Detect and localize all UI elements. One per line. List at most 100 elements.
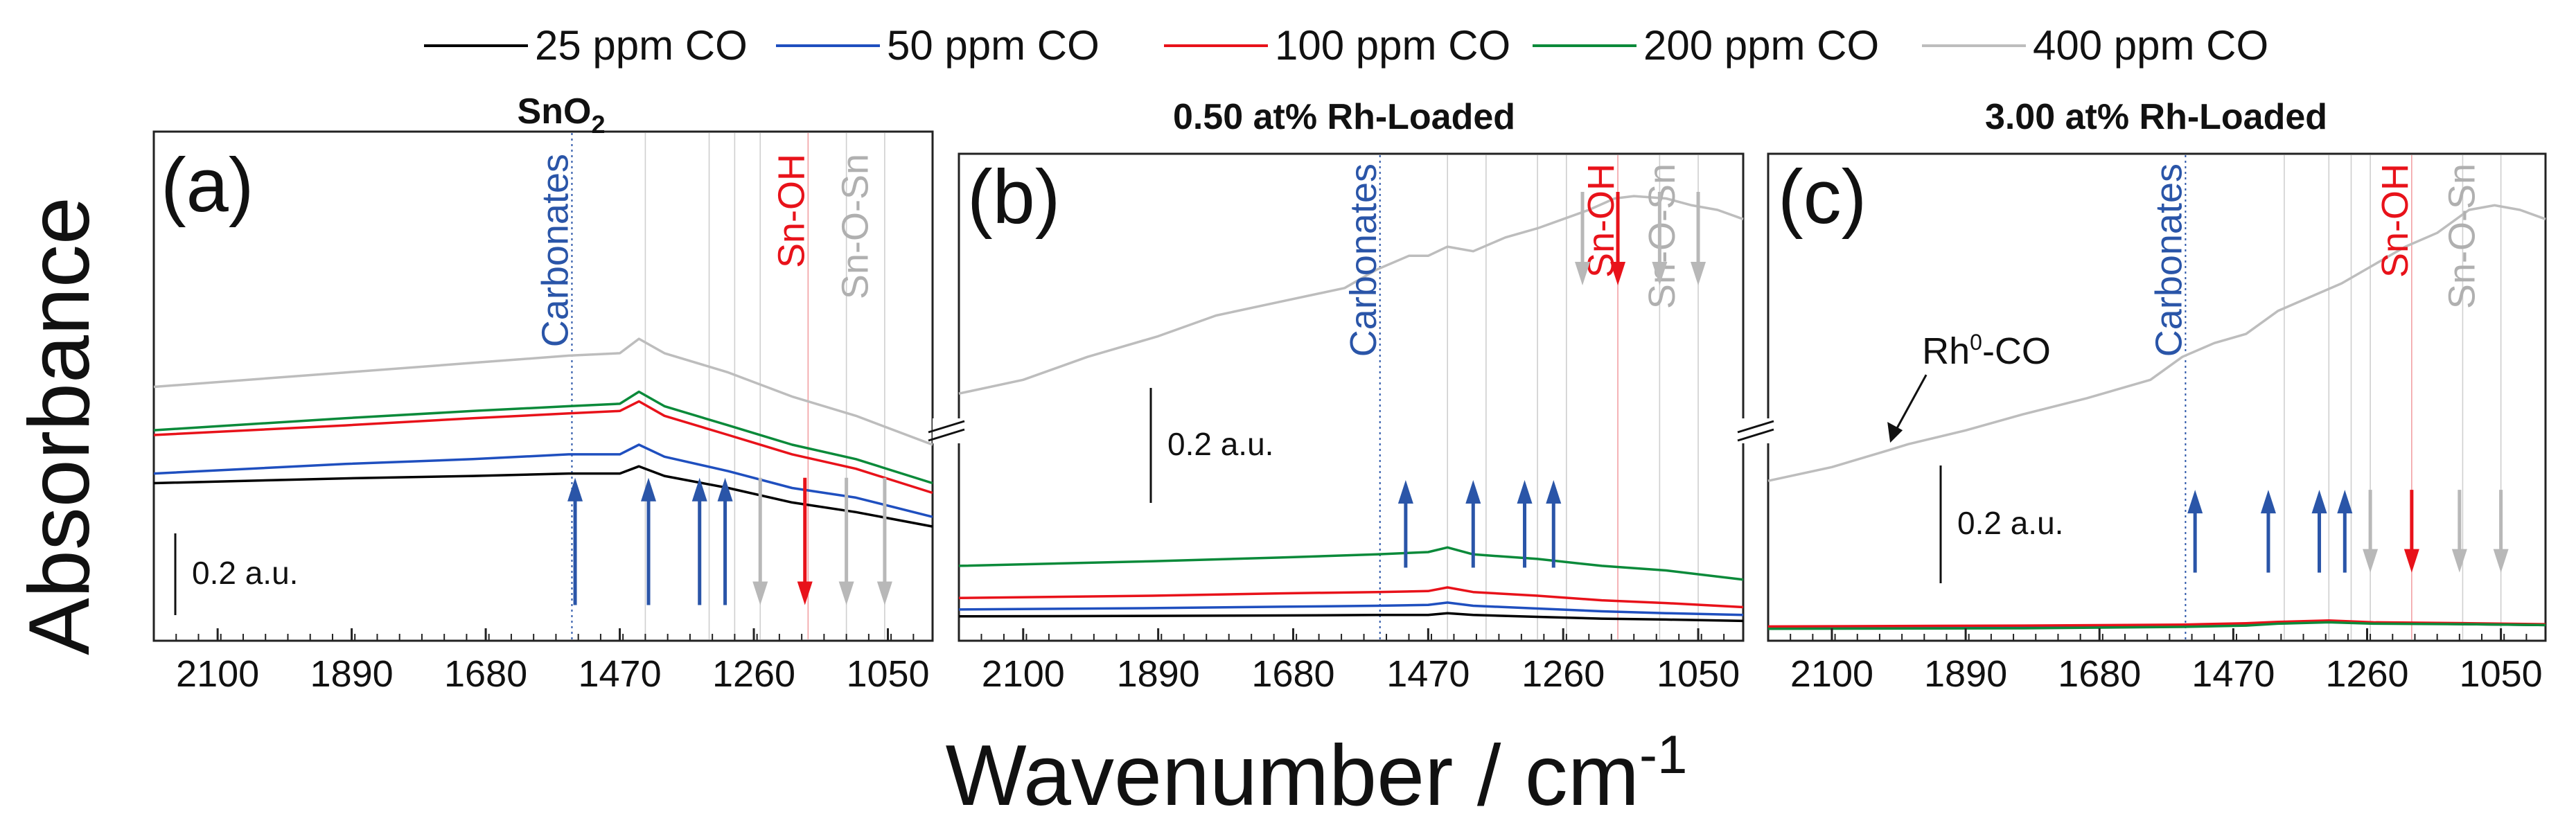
panel-title-2: 3.00 at% Rh-Loaded (1985, 97, 2327, 137)
x-axis-label-main: Wavenumber / cm (946, 728, 1639, 824)
series-0-2 (153, 400, 933, 495)
panel-frame-2 (1767, 152, 2547, 642)
arrow-head-2-0 (2187, 490, 2203, 514)
arrow-head-0-4 (752, 581, 768, 605)
axis-breaks (928, 418, 1774, 443)
annotation-1-0: Carbonates (1343, 163, 1384, 357)
series-1-0 (958, 612, 1744, 623)
y-axis-label: Absorbance (12, 197, 107, 655)
panel-frame-1 (958, 152, 1745, 642)
panel-title-1: 0.50 at% Rh-Loaded (1173, 97, 1515, 137)
x-axis-label-sup: -1 (1639, 724, 1687, 785)
series-2-4 (1767, 204, 2546, 482)
legend-label-1: 50 ppm CO (887, 22, 1100, 69)
series-0-0 (153, 465, 933, 528)
panel-title-main-1: 0.50 at% Rh-Loaded (1173, 97, 1515, 137)
arrow-head-2-3 (2337, 490, 2353, 514)
tick-label-2-3: 1470 (2191, 653, 2275, 695)
series-1-2 (958, 586, 1744, 609)
tick-label-2-0: 2100 (1790, 653, 1873, 695)
annotation-2-2: Sn-O-Sn (2441, 163, 2482, 309)
arrow-head-0-1 (641, 477, 657, 502)
tick-label-2-5: 1050 (2460, 653, 2543, 695)
tick-label-1-0: 2100 (982, 653, 1065, 695)
annotation-2-0: Carbonates (2148, 163, 2189, 357)
legend-label-0: 25 ppm CO (535, 22, 748, 69)
panel-letter-2: (c) (1778, 154, 1867, 240)
annotation-1-2: Sn-O-Sn (1641, 163, 1683, 309)
legend-label-3: 200 ppm CO (1643, 22, 1879, 69)
arrow-head-1-3 (1546, 480, 1562, 504)
break-mask-1 (1742, 418, 1770, 443)
tick-label-0-5: 1050 (846, 653, 929, 695)
arrow-head-1-6 (1652, 262, 1668, 285)
rh-co-label-main: Rh (1922, 330, 1970, 372)
arrow-head-2-7 (2493, 549, 2509, 573)
rh-co-pointer-head (1887, 422, 1903, 443)
panel-title-main-0: SnO (518, 91, 592, 132)
arrow-head-1-7 (1691, 262, 1706, 285)
tick-label-0-2: 1680 (444, 653, 527, 695)
arrow-head-2-2 (2311, 490, 2327, 514)
rh-co-label-rest: -CO (1982, 330, 2051, 372)
annotation-0-2: Sn-O-Sn (834, 154, 876, 299)
tick-label-1-2: 1680 (1251, 653, 1334, 695)
tick-label-0-1: 1890 (310, 653, 394, 695)
scale-bar-label-2: 0.2 a.u. (1957, 505, 2063, 541)
arrow-head-0-6 (838, 581, 854, 605)
series-1-4 (958, 195, 1744, 395)
arrow-head-0-7 (876, 581, 892, 605)
arrow-head-0-0 (567, 477, 583, 502)
arrow-head-1-1 (1465, 480, 1481, 504)
arrow-head-1-5 (1610, 262, 1626, 285)
break-mask-0 (933, 418, 960, 443)
rh-co-label-sup: 0 (1970, 330, 1982, 355)
x-axis-label: Wavenumber / cm-1 (946, 724, 1688, 824)
rh-co-label: Rh0-CO (1922, 330, 2051, 372)
panel-b: 0.50 at% Rh-Loaded (b) Carbonates Sn-OH Sn-O… (958, 97, 1745, 695)
annotation-1-1: Sn-OH (1580, 163, 1622, 278)
annotation-0-1: Sn-OH (770, 154, 812, 268)
tick-label-2-2: 1680 (2058, 653, 2141, 695)
break-line-b-1 (1737, 428, 1774, 442)
series-1-3 (958, 546, 1744, 581)
break-line-a-1 (1737, 420, 1774, 434)
legend-label-2: 100 ppm CO (1275, 22, 1510, 69)
panel-letter-1: (b) (967, 154, 1060, 240)
series-0-1 (153, 443, 933, 518)
arrow-head-0-2 (691, 477, 707, 502)
break-line-a-0 (928, 420, 965, 434)
arrow-head-2-1 (2260, 490, 2276, 514)
arrow-head-1-0 (1397, 480, 1413, 504)
tick-label-1-1: 1890 (1117, 653, 1200, 695)
arrow-head-2-4 (2363, 549, 2379, 573)
rh-co-pointer (1893, 374, 1927, 434)
panel-title-0: SnO2 (518, 91, 606, 139)
panel-a: SnO2(a) Carbonates Sn-OH Sn-O-Sn0.2 a.u.210… (152, 91, 934, 695)
arrow-head-1-2 (1517, 480, 1533, 504)
tick-label-0-3: 1470 (578, 653, 661, 695)
tick-label-1-3: 1470 (1386, 653, 1470, 695)
tick-label-2-1: 1890 (1924, 653, 2007, 695)
scale-bar-label-1: 0.2 a.u. (1167, 426, 1273, 462)
legend-label-4: 400 ppm CO (2033, 22, 2268, 69)
annotation-2-1: Sn-OH (2374, 163, 2416, 278)
arrow-head-0-5 (797, 581, 813, 605)
tick-label-2-4: 1260 (2325, 653, 2408, 695)
tick-label-0-4: 1260 (712, 653, 795, 695)
arrow-head-0-3 (717, 477, 733, 502)
break-line-b-0 (928, 428, 965, 442)
arrow-head-1-4 (1575, 262, 1591, 285)
tick-label-1-5: 1050 (1657, 653, 1740, 695)
panel-c: 3.00 at% Rh-Loaded (c) Carbonates Sn-OH Sn-O… (1767, 97, 2547, 695)
arrow-head-2-6 (2451, 549, 2467, 573)
series-1-1 (958, 601, 1744, 616)
panel-title-sub-0: 2 (591, 110, 605, 139)
panel-letter-0: (a) (161, 143, 254, 228)
series-0-4 (153, 337, 933, 446)
series-0-3 (153, 390, 933, 485)
panel-title-main-2: 3.00 at% Rh-Loaded (1985, 97, 2327, 137)
legend: 25 ppm CO 50 ppm CO 100 ppm CO 200 ppm CO 40… (424, 22, 2268, 69)
tick-label-0-0: 2100 (176, 653, 259, 695)
